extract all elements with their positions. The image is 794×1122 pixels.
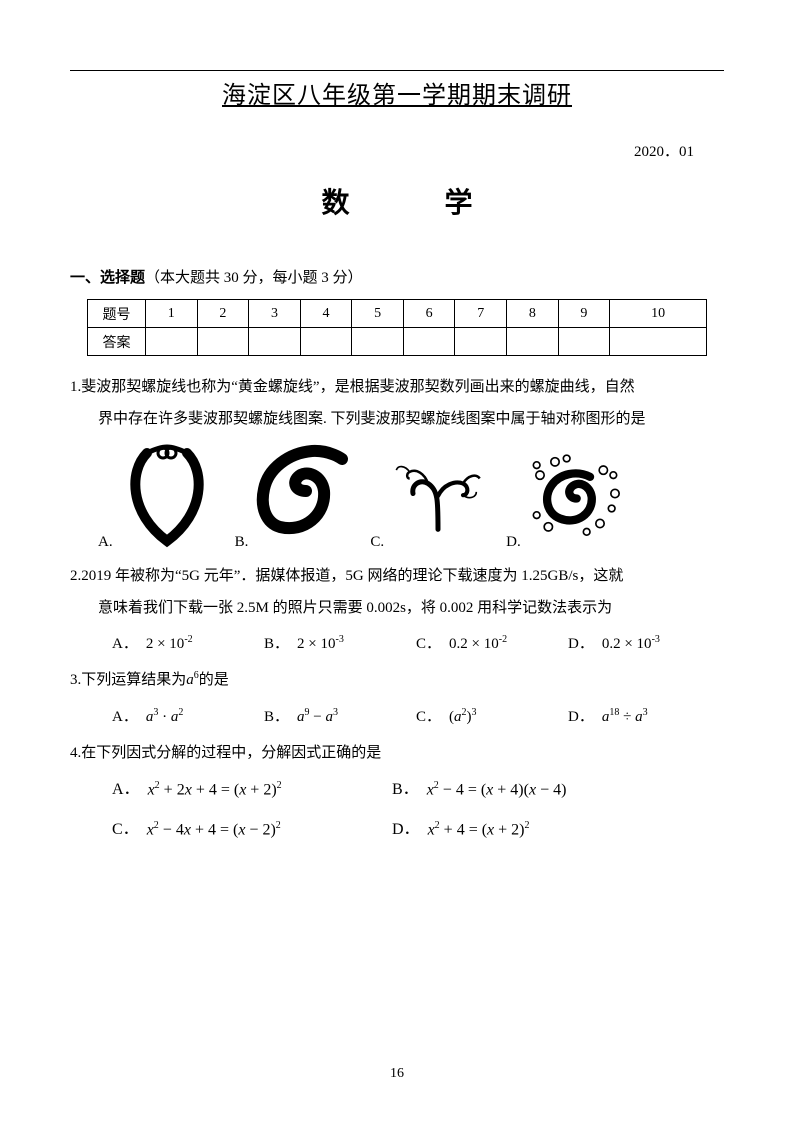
q4-choices: A．x2 + 2x + 4 = (x + 2)2 B．x2 − 4 = (x +…	[112, 775, 724, 855]
spiral-d-icon	[525, 441, 625, 551]
q3-choice-c: C．(a2)3	[416, 705, 568, 726]
answer-cell	[352, 328, 404, 356]
question-4: 4.在下列因式分解的过程中，分解因式正确的是	[70, 738, 724, 770]
section-1-rest: （本大题共 30 分，每小题 3 分）	[145, 270, 363, 286]
spiral-c-icon	[388, 441, 488, 551]
col-num: 4	[300, 300, 352, 328]
col-num: 1	[146, 300, 198, 328]
col-num: 9	[558, 300, 610, 328]
choice-label: D.	[506, 534, 521, 551]
q3-choice-a: A．a3 · a2	[112, 705, 264, 726]
subject-title: 数 学	[70, 181, 724, 221]
col-num: 10	[610, 300, 707, 328]
q3-choices: A．a3 · a2 B．a9 − a3 C．(a2)3 D．a18 ÷ a3	[112, 705, 724, 726]
choice-expr: (a2)3	[449, 707, 477, 726]
q4-choice-a: A．x2 + 2x + 4 = (x + 2)2	[112, 775, 392, 799]
q2-choices: A．2 × 10-2 B．2 × 10-3 C．0.2 × 10-2 D．0.2…	[112, 632, 724, 653]
answer-cell	[610, 328, 707, 356]
spiral-a-icon	[117, 441, 217, 551]
choice-label: B.	[235, 534, 249, 551]
q1-text-b: 界中存在许多斐波那契螺旋线图案. 下列斐波那契螺旋线图案中属于轴对称图形的是	[70, 411, 646, 427]
choice-expr: 2 × 10-3	[297, 634, 344, 653]
answer-cell	[146, 328, 198, 356]
q4-choice-d: D．x2 + 4 = (x + 2)2	[392, 815, 672, 839]
q2-text-b: 意味着我们下载一张 2.5M 的照片只需要 0.002s，将 0.002 用科学…	[70, 600, 612, 616]
choice-expr: a18 ÷ a3	[602, 707, 648, 726]
col-num: 8	[507, 300, 559, 328]
table-row: 答案	[88, 328, 707, 356]
choice-expr: x2 − 4x + 4 = (x − 2)2	[147, 820, 281, 839]
q2-choice-b: B．2 × 10-3	[264, 632, 416, 653]
q3-choice-b: B．a9 − a3	[264, 705, 416, 726]
choice-expr: a3 · a2	[146, 707, 184, 726]
page: 海淀区八年级第一学期期末调研 2020．01 数 学 一、选择题（本大题共 30…	[0, 0, 794, 1122]
q1-choice-c: C.	[370, 441, 488, 551]
q3-number: 3.	[70, 672, 81, 688]
main-title: 海淀区八年级第一学期期末调研	[70, 75, 724, 110]
choice-expr: x2 − 4 = (x + 4)(x − 4)	[427, 780, 567, 799]
spiral-b-icon	[252, 441, 352, 551]
row-label-answer: 答案	[88, 328, 146, 356]
q1-text-a: 斐波那契螺旋线也称为“黄金螺旋线”，是根据斐波那契数列画出来的螺旋曲线，自然	[81, 379, 634, 395]
q2-text-a: 2019 年被称为“5G 元年”．据媒体报道，5G 网络的理论下载速度为 1.2…	[81, 568, 623, 584]
choice-expr: x2 + 4 = (x + 2)2	[428, 820, 530, 839]
exam-date: 2020．01	[70, 140, 724, 161]
col-num: 6	[403, 300, 455, 328]
question-1: 1.斐波那契螺旋线也称为“黄金螺旋线”，是根据斐波那契数列画出来的螺旋曲线，自然…	[70, 372, 724, 435]
q1-choice-a: A.	[98, 441, 217, 551]
q4-choice-b: B．x2 − 4 = (x + 4)(x − 4)	[392, 775, 672, 799]
q4-text: 在下列因式分解的过程中，分解因式正确的是	[81, 745, 381, 761]
choice-label: C.	[370, 534, 384, 551]
q3-text: 下列运算结果为a6的是	[81, 672, 229, 688]
q2-choice-a: A．2 × 10-2	[112, 632, 264, 653]
answer-cell	[455, 328, 507, 356]
col-num: 7	[455, 300, 507, 328]
col-num: 2	[197, 300, 249, 328]
q1-choice-b: B.	[235, 441, 353, 551]
answer-cell	[558, 328, 610, 356]
answer-cell	[197, 328, 249, 356]
question-2: 2.2019 年被称为“5G 元年”．据媒体报道，5G 网络的理论下载速度为 1…	[70, 561, 724, 624]
q3-choice-d: D．a18 ÷ a3	[568, 705, 720, 726]
choice-expr: 0.2 × 10-2	[449, 634, 507, 653]
choice-expr: a9 − a3	[297, 707, 338, 726]
answer-cell	[403, 328, 455, 356]
col-num: 3	[249, 300, 301, 328]
section-1-bold: 一、选择题	[70, 270, 145, 286]
q4-choice-c: C．x2 − 4x + 4 = (x − 2)2	[112, 815, 392, 839]
q1-number: 1.	[70, 379, 81, 395]
table-row: 题号 1 2 3 4 5 6 7 8 9 10	[88, 300, 707, 328]
q2-choice-d: D．0.2 × 10-3	[568, 632, 720, 653]
section-1-title: 一、选择题（本大题共 30 分，每小题 3 分）	[70, 266, 724, 287]
q4-number: 4.	[70, 745, 81, 761]
choice-expr: 2 × 10-2	[146, 634, 193, 653]
choice-expr: x2 + 2x + 4 = (x + 2)2	[148, 780, 282, 799]
page-number: 16	[0, 1066, 794, 1082]
question-3: 3.下列运算结果为a6的是	[70, 665, 724, 697]
answer-cell	[507, 328, 559, 356]
q1-choice-d: D.	[506, 441, 625, 551]
choice-expr: 0.2 × 10-3	[602, 634, 660, 653]
answer-cell	[300, 328, 352, 356]
answer-cell	[249, 328, 301, 356]
answer-table: 题号 1 2 3 4 5 6 7 8 9 10 答案	[87, 299, 707, 356]
q2-number: 2.	[70, 568, 81, 584]
row-label-qnum: 题号	[88, 300, 146, 328]
col-num: 5	[352, 300, 404, 328]
q1-choices: A. B. C.	[98, 441, 724, 551]
top-rule	[70, 70, 724, 71]
q2-choice-c: C．0.2 × 10-2	[416, 632, 568, 653]
choice-label: A.	[98, 534, 113, 551]
